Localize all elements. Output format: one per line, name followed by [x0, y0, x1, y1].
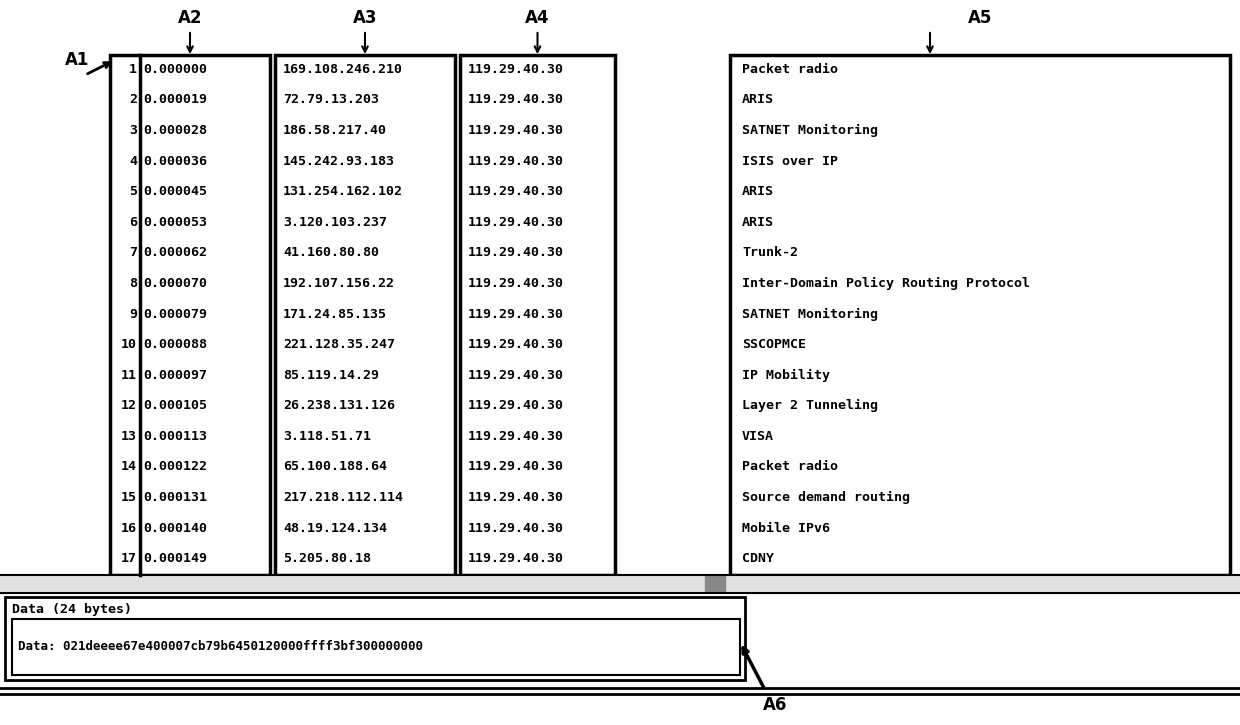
Text: 119.29.40.30: 119.29.40.30	[467, 277, 564, 290]
Text: 0.000122: 0.000122	[143, 460, 207, 473]
Text: A2: A2	[177, 9, 202, 27]
Text: 0.000036: 0.000036	[143, 154, 207, 167]
Text: 0.000045: 0.000045	[143, 185, 207, 198]
Text: 16: 16	[122, 521, 136, 534]
Text: 0.000088: 0.000088	[143, 338, 207, 351]
FancyBboxPatch shape	[275, 55, 455, 575]
Text: 1: 1	[129, 63, 136, 76]
Text: 65.100.188.64: 65.100.188.64	[283, 460, 387, 473]
Text: 119.29.40.30: 119.29.40.30	[467, 124, 564, 137]
FancyBboxPatch shape	[730, 55, 1230, 575]
Text: 0.000105: 0.000105	[143, 399, 207, 413]
Text: 0.000000: 0.000000	[143, 63, 207, 76]
Text: 131.254.162.102: 131.254.162.102	[283, 185, 403, 198]
Text: 119.29.40.30: 119.29.40.30	[467, 94, 564, 107]
Text: VISA: VISA	[742, 430, 774, 443]
Text: 2: 2	[129, 94, 136, 107]
Text: Data (24 bytes): Data (24 bytes)	[12, 602, 131, 616]
Text: 171.24.85.135: 171.24.85.135	[283, 307, 387, 320]
Text: 0.000070: 0.000070	[143, 277, 207, 290]
Text: 119.29.40.30: 119.29.40.30	[467, 216, 564, 228]
Text: 12: 12	[122, 399, 136, 413]
Text: A4: A4	[526, 9, 549, 27]
Text: CDNY: CDNY	[742, 552, 774, 566]
Text: Source demand routing: Source demand routing	[742, 491, 910, 504]
Text: 119.29.40.30: 119.29.40.30	[467, 185, 564, 198]
Text: Packet radio: Packet radio	[742, 63, 838, 76]
Text: 3.120.103.237: 3.120.103.237	[283, 216, 387, 228]
Text: SATNET Monitoring: SATNET Monitoring	[742, 124, 878, 137]
Text: 119.29.40.30: 119.29.40.30	[467, 521, 564, 534]
Text: 26.238.131.126: 26.238.131.126	[283, 399, 396, 413]
Text: A5: A5	[967, 9, 992, 27]
Text: A3: A3	[352, 9, 377, 27]
Text: Trunk-2: Trunk-2	[742, 247, 799, 260]
Text: 17: 17	[122, 552, 136, 566]
Text: A1: A1	[64, 51, 89, 69]
Text: 0.000062: 0.000062	[143, 247, 207, 260]
Text: 119.29.40.30: 119.29.40.30	[467, 460, 564, 473]
Text: 145.242.93.183: 145.242.93.183	[283, 154, 396, 167]
Text: 9: 9	[129, 307, 136, 320]
Text: 85.119.14.29: 85.119.14.29	[283, 369, 379, 381]
Text: A6: A6	[763, 696, 787, 714]
Text: 169.108.246.210: 169.108.246.210	[283, 63, 403, 76]
Text: 119.29.40.30: 119.29.40.30	[467, 154, 564, 167]
Text: 14: 14	[122, 460, 136, 473]
FancyBboxPatch shape	[12, 619, 740, 675]
Text: 13: 13	[122, 430, 136, 443]
Text: 3: 3	[129, 124, 136, 137]
Text: 3.118.51.71: 3.118.51.71	[283, 430, 371, 443]
Text: 6: 6	[129, 216, 136, 228]
Text: 48.19.124.134: 48.19.124.134	[283, 521, 387, 534]
Text: 119.29.40.30: 119.29.40.30	[467, 430, 564, 443]
Text: 5: 5	[129, 185, 136, 198]
Text: 11: 11	[122, 369, 136, 381]
Text: 119.29.40.30: 119.29.40.30	[467, 552, 564, 566]
Text: ARIS: ARIS	[742, 94, 774, 107]
FancyBboxPatch shape	[460, 55, 615, 575]
Text: 119.29.40.30: 119.29.40.30	[467, 369, 564, 381]
Text: 7: 7	[129, 247, 136, 260]
Text: 0.000149: 0.000149	[143, 552, 207, 566]
Text: 4: 4	[129, 154, 136, 167]
Text: 0.000131: 0.000131	[143, 491, 207, 504]
Text: 10: 10	[122, 338, 136, 351]
Text: ARIS: ARIS	[742, 216, 774, 228]
Text: 0.000097: 0.000097	[143, 369, 207, 381]
Text: 119.29.40.30: 119.29.40.30	[467, 491, 564, 504]
Text: 217.218.112.114: 217.218.112.114	[283, 491, 403, 504]
Text: ISIS over IP: ISIS over IP	[742, 154, 838, 167]
Text: 72.79.13.203: 72.79.13.203	[283, 94, 379, 107]
Text: 119.29.40.30: 119.29.40.30	[467, 63, 564, 76]
FancyBboxPatch shape	[5, 597, 745, 680]
Text: SSCOPMCE: SSCOPMCE	[742, 338, 806, 351]
Text: Data: 021deeee67e400007cb79b6450120000ffff3bf300000000: Data: 021deeee67e400007cb79b6450120000ff…	[19, 640, 423, 653]
Text: Packet radio: Packet radio	[742, 460, 838, 473]
Text: Inter-Domain Policy Routing Protocol: Inter-Domain Policy Routing Protocol	[742, 277, 1030, 290]
Text: 186.58.217.40: 186.58.217.40	[283, 124, 387, 137]
Text: IP Mobility: IP Mobility	[742, 368, 830, 382]
Text: 0.000140: 0.000140	[143, 521, 207, 534]
Text: 221.128.35.247: 221.128.35.247	[283, 338, 396, 351]
Text: 119.29.40.30: 119.29.40.30	[467, 307, 564, 320]
Text: ARIS: ARIS	[742, 185, 774, 198]
Text: 0.000019: 0.000019	[143, 94, 207, 107]
Text: 41.160.80.80: 41.160.80.80	[283, 247, 379, 260]
Text: 119.29.40.30: 119.29.40.30	[467, 247, 564, 260]
Text: 119.29.40.30: 119.29.40.30	[467, 399, 564, 413]
Text: 0.000079: 0.000079	[143, 307, 207, 320]
Text: Mobile IPv6: Mobile IPv6	[742, 521, 830, 534]
Text: 0.000028: 0.000028	[143, 124, 207, 137]
Text: 192.107.156.22: 192.107.156.22	[283, 277, 396, 290]
Text: 8: 8	[129, 277, 136, 290]
Text: 0.000053: 0.000053	[143, 216, 207, 228]
Text: 15: 15	[122, 491, 136, 504]
Text: SATNET Monitoring: SATNET Monitoring	[742, 307, 878, 320]
Text: 5.205.80.18: 5.205.80.18	[283, 552, 371, 566]
FancyBboxPatch shape	[110, 55, 270, 575]
Text: Layer 2 Tunneling: Layer 2 Tunneling	[742, 399, 878, 413]
Text: 119.29.40.30: 119.29.40.30	[467, 338, 564, 351]
Text: 0.000113: 0.000113	[143, 430, 207, 443]
